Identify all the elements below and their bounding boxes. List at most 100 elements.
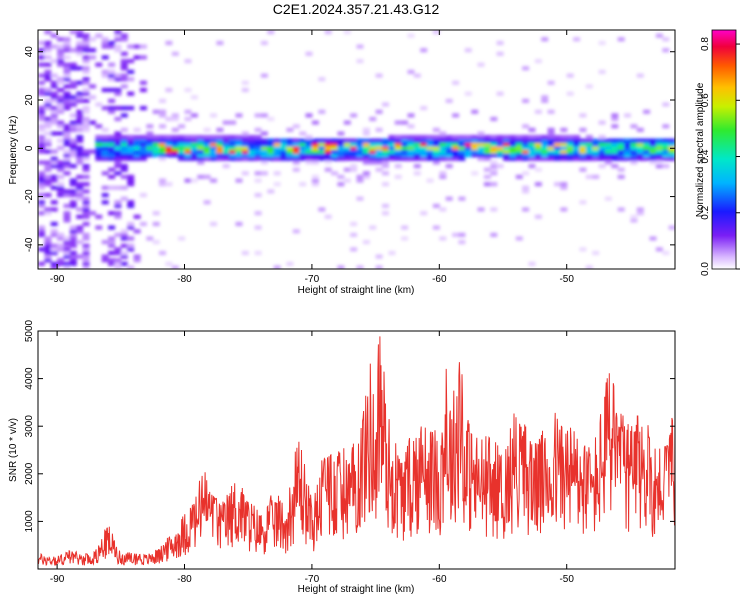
heatmap-cell: [38, 73, 45, 78]
heatmap-cell: [375, 153, 383, 158]
heatmap-cell: [241, 142, 249, 147]
heatmap-cell: [331, 138, 338, 143]
heatmap-cell: [649, 142, 657, 147]
heatmap-cell: [643, 145, 651, 151]
heatmap-cell: [82, 120, 90, 125]
heatmap-cell: [528, 127, 536, 132]
heatmap-cell: [76, 124, 84, 129]
heatmap-cell: [337, 131, 345, 136]
heatmap-cell: [139, 145, 147, 151]
heatmap-cell: [394, 138, 402, 143]
heatmap-cell: [452, 135, 460, 140]
heatmap-cell: [522, 145, 530, 151]
heatmap-cell: [108, 185, 116, 190]
heatmap-cell: [76, 109, 84, 114]
snr-plot-area: [38, 331, 675, 569]
heatmap-cell: [509, 156, 517, 161]
heatmap-cell: [267, 149, 275, 154]
heatmap-cell: [464, 153, 472, 158]
heatmap-cell: [44, 102, 52, 107]
heatmap-cell: [114, 156, 122, 161]
heatmap-cell: [184, 109, 192, 114]
heatmap-cell: [522, 171, 530, 176]
heatmap-cell: [210, 221, 217, 227]
heatmap-cell: [413, 138, 421, 143]
heatmap-cell: [311, 174, 319, 179]
heatmap-cell: [108, 69, 116, 74]
heatmap-cell: [69, 164, 77, 169]
heatmap-cell: [503, 145, 510, 151]
heatmap-cell: [362, 138, 370, 143]
heatmap-cell: [101, 145, 109, 151]
heatmap-cell: [171, 51, 179, 56]
heatmap-cell: [643, 149, 651, 154]
heatmap-cell: [515, 153, 523, 158]
heatmap-cell: [210, 178, 217, 183]
heatmap-cell: [82, 211, 90, 216]
heatmap-cell: [171, 138, 179, 143]
heatmap-cell: [617, 142, 625, 147]
heatmap-cell: [534, 59, 542, 64]
heatmap-cell: [114, 73, 122, 78]
heatmap-cell: [362, 149, 370, 154]
heatmap-cell: [362, 142, 370, 147]
heatmap-cell: [617, 167, 625, 172]
heatmap-cell: [108, 40, 116, 46]
heatmap-cell: [630, 214, 638, 219]
heatmap-cell: [38, 116, 45, 122]
heatmap-cell: [127, 247, 135, 252]
heatmap-cell: [522, 135, 530, 140]
heatmap-cell: [76, 189, 84, 194]
heatmap-cell: [82, 167, 90, 172]
heatmap-cell: [159, 156, 166, 161]
heatmap-cell: [203, 149, 211, 154]
heatmap-cell: [241, 80, 249, 85]
heatmap-cell: [127, 221, 135, 227]
x-tick-label: -80: [177, 274, 192, 285]
heatmap-cell: [152, 142, 160, 147]
heatmap-cell: [44, 250, 52, 256]
heatmap-cell: [127, 243, 135, 248]
heatmap-cell: [662, 153, 670, 158]
heatmap-cell: [636, 138, 644, 143]
heatmap-cell: [477, 142, 485, 147]
heatmap-cell: [579, 113, 587, 118]
heatmap-cell: [509, 138, 517, 143]
heatmap-cell: [69, 48, 77, 53]
heatmap-cell: [477, 145, 485, 151]
heatmap-cell: [630, 156, 638, 161]
heatmap-cell: [509, 135, 517, 140]
heatmap-cell: [89, 48, 96, 53]
heatmap-cell: [222, 156, 230, 161]
heatmap-cell: [636, 73, 644, 78]
heatmap-cell: [598, 69, 606, 74]
heatmap-cell: [178, 138, 186, 143]
heatmap-cell: [50, 247, 58, 252]
heatmap-cell: [382, 171, 389, 176]
heatmap-cell: [108, 73, 116, 78]
heatmap-cell: [388, 250, 396, 256]
heatmap-cell: [624, 149, 631, 154]
heatmap-cell: [547, 138, 555, 143]
heatmap-cell: [617, 37, 625, 42]
heatmap-cell: [63, 124, 71, 129]
heatmap-cell: [547, 135, 555, 140]
heatmap-cell: [44, 164, 52, 169]
heatmap-cell: [69, 182, 77, 187]
heatmap-cell: [108, 87, 116, 93]
heatmap-cell: [496, 138, 504, 143]
heatmap-cell: [337, 156, 345, 161]
heatmap-cell: [350, 247, 358, 252]
heatmap-cell: [114, 33, 122, 38]
heatmap-cell: [82, 77, 90, 82]
heatmap-cell: [76, 145, 84, 151]
heatmap-cell: [38, 193, 45, 198]
heatmap-cell: [44, 87, 52, 93]
heatmap-cell: [69, 145, 77, 151]
heatmap-cell: [547, 149, 555, 154]
heatmap-cell: [44, 240, 52, 245]
heatmap-cell: [356, 174, 364, 179]
y-tick-label: 2000: [24, 462, 35, 485]
heatmap-cell: [50, 174, 58, 179]
x-tick-label: -70: [305, 274, 320, 285]
